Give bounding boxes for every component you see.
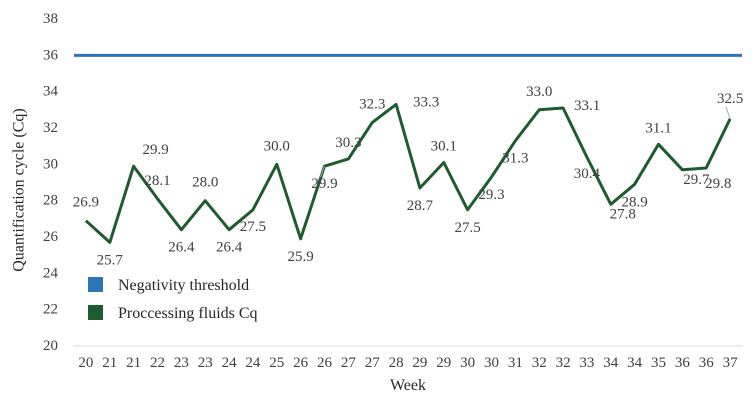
legend-swatch-negativity-threshold	[88, 277, 103, 292]
x-tick-label: 30	[484, 355, 499, 371]
data-label: 25.7	[97, 252, 124, 268]
x-tick-label: 30	[460, 355, 475, 371]
x-tick-label: 29	[412, 355, 427, 371]
x-tick-label: 25	[269, 355, 284, 371]
x-tick-label: 27	[341, 355, 357, 371]
data-label: 29.8	[705, 176, 731, 192]
x-tick-label: 21	[102, 355, 117, 371]
x-tick-label: 23	[198, 355, 213, 371]
data-label: 28.7	[407, 198, 434, 214]
data-label: 28.1	[144, 173, 170, 189]
legend-swatch-processing-fluids	[88, 305, 103, 320]
data-label: 30.4	[574, 166, 601, 182]
data-label: 25.9	[288, 249, 314, 265]
x-tick-label: 24	[245, 355, 261, 371]
data-label-leader	[725, 106, 731, 120]
x-tick-label: 36	[699, 355, 715, 371]
data-label: 27.8	[610, 206, 636, 222]
data-label: 27.5	[240, 219, 266, 235]
data-label: 28.9	[622, 194, 648, 210]
data-label: 33.3	[413, 94, 439, 110]
data-label: 26.9	[73, 195, 99, 211]
data-label: 29.9	[143, 142, 169, 158]
data-label: 26.4	[216, 240, 243, 256]
data-label: 32.3	[359, 97, 385, 113]
x-axis-title: Week	[390, 377, 426, 394]
series-line-processing-fluids-cq	[84, 102, 732, 244]
y-tick-label: 26	[43, 229, 59, 245]
x-tick-label: 29	[436, 355, 451, 371]
legend: Negativity threshold Proccessing fluids …	[88, 277, 258, 322]
data-label: 30.0	[264, 138, 290, 154]
y-tick-label: 34	[43, 84, 59, 100]
x-tick-label: 27	[365, 355, 381, 371]
y-tick-label: 22	[43, 302, 58, 318]
x-tick-label: 24	[222, 355, 238, 371]
x-tick-label: 20	[78, 355, 93, 371]
data-label: 29.7	[683, 172, 710, 188]
x-tick-label: 34	[603, 355, 619, 371]
x-tick-label: 28	[389, 355, 404, 371]
x-tick-label: 22	[150, 355, 165, 371]
data-label: 26.4	[168, 240, 195, 256]
x-tick-label: 35	[651, 355, 666, 371]
x-tick-label: 21	[126, 355, 141, 371]
x-tick-label: 26	[293, 355, 309, 371]
data-label: 32.5	[717, 91, 743, 107]
y-tick-label: 24	[43, 265, 59, 281]
y-tick-label: 38	[43, 11, 58, 27]
legend-label-processing-fluids: Proccessing fluids Cq	[118, 305, 258, 322]
x-tick-label: 37	[723, 355, 739, 371]
y-tick-label: 32	[43, 120, 58, 136]
y-tick-label: 30	[43, 156, 58, 172]
x-tick-label: 23	[174, 355, 189, 371]
x-tick-label: 31	[508, 355, 523, 371]
data-label: 33.0	[526, 84, 552, 100]
data-label: 28.0	[192, 175, 218, 191]
x-tick-label: 32	[532, 355, 547, 371]
y-tick-label: 20	[43, 338, 58, 354]
y-tick-label: 36	[43, 47, 59, 63]
data-label: 31.1	[645, 120, 671, 136]
data-label: 27.5	[455, 220, 481, 236]
x-tick-label: 34	[627, 355, 643, 371]
data-label: 31.3	[502, 151, 528, 167]
x-tick-label: 36	[675, 355, 691, 371]
x-tick-label: 26	[317, 355, 333, 371]
data-label: 33.1	[574, 98, 600, 114]
y-tick-label: 28	[43, 193, 58, 209]
y-axis-title: Quantification cycle (Cq)	[11, 108, 28, 272]
x-tick-label: 32	[556, 355, 571, 371]
data-label: 29.9	[311, 176, 337, 192]
data-label: 30.3	[335, 135, 361, 151]
x-tick-label: 33	[579, 355, 594, 371]
data-label: 29.3	[478, 187, 504, 203]
data-label-leader	[320, 165, 325, 178]
data-label: 30.1	[431, 139, 457, 155]
y-axis-title-group: Quantification cycle (Cq)	[11, 108, 28, 272]
legend-label-negativity-threshold: Negativity threshold	[118, 277, 249, 294]
